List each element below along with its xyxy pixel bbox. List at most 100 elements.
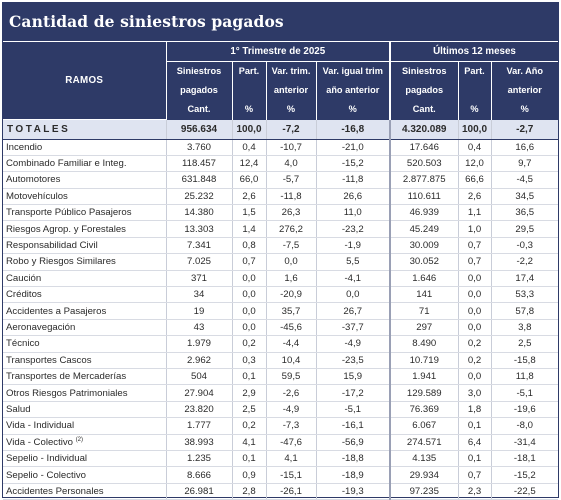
table-cell: 0,2 (231, 417, 266, 435)
report-title: Cantidad de siniestros pagados (3, 3, 558, 41)
table-cell: 2.877.875 (389, 171, 458, 189)
table-cell: 97.235 (389, 483, 458, 500)
table-cell: -8,0 (490, 417, 559, 435)
table-cell: -0,3 (490, 237, 559, 255)
table-row: Riesgos Agrop. y Forestales 13.303 1,4 276,… (3, 220, 559, 238)
row-label: Incendio (3, 139, 166, 156)
table-cell: 141 (389, 286, 458, 304)
table-cell: -37,7 (315, 319, 390, 337)
table-cell: 26,6 (315, 188, 390, 206)
totals-label: TOTALES (3, 118, 166, 140)
table-header: RAMOS 1° Trimestre de 2025 Últimos 12 me… (3, 42, 559, 120)
table-cell: -15,8 (490, 352, 559, 369)
row-label-text: Aeronavegación (6, 321, 76, 333)
table-cell: 9,7 (490, 155, 559, 173)
table-cell: 0,7 (457, 466, 491, 484)
table-cell: 66,0 (231, 171, 266, 189)
table-cell: 10.719 (389, 352, 458, 369)
table-cell: 1.646 (389, 270, 458, 288)
table-cell: 46.939 (389, 204, 458, 222)
table-cell: 0,1 (231, 368, 266, 386)
table-cell: 8.490 (389, 335, 458, 353)
table-cell: -10,7 (265, 139, 316, 156)
table-cell: -7,3 (265, 417, 316, 435)
table-row: Responsabilidad Civil 7.341 0,8 -7,5 -1,9 30.… (3, 237, 559, 255)
row-label-text: Sepelio - Individual (6, 453, 88, 465)
totals-cell: -16,8 (315, 118, 390, 140)
row-label-text: Transportes Cascos (6, 354, 92, 366)
table-cell: 10,4 (265, 352, 316, 369)
row-label: Accidentes Personales (3, 483, 166, 500)
table-cell: -1,9 (315, 237, 390, 255)
table-cell: -5,7 (265, 171, 316, 189)
table-row: Sepelio - Colectivo 8.666 0,9 -15,1 -18,9 29.… (3, 466, 559, 484)
column-header-line-3: Cant. (389, 99, 458, 119)
table-row: Sepelio - Individual 1.235 0,1 4,1 -18,8 4.13… (3, 450, 559, 468)
column-header-line-3: % (490, 99, 559, 119)
column-header-line-1: Siniestros (165, 61, 232, 81)
table-cell: -31,4 (490, 434, 559, 451)
row-label-text: Vida - Individual (6, 420, 75, 432)
table-cell: 15,9 (315, 368, 390, 386)
table-cell: -11,8 (315, 171, 390, 189)
table-cell: -2,2 (490, 253, 559, 271)
row-label-text: Sepelio - Colectivo (6, 469, 86, 481)
row-label: Salud (3, 401, 166, 419)
column-header-line-1: Var. Año (490, 61, 559, 81)
row-label-text: Automotores (6, 174, 61, 186)
table-cell: -4,4 (265, 335, 316, 353)
table-cell: -45,6 (265, 319, 316, 337)
column-header-line-1: Part. (231, 61, 266, 81)
table-cell: 7.341 (165, 237, 232, 255)
column-header-line-3: Cant. (165, 99, 232, 119)
table-row: Motovehículos 25.232 2,6 -11,8 26,6 110.611 2,… (3, 188, 559, 206)
table-cell: 0,2 (231, 335, 266, 353)
table-cell: 118.457 (165, 155, 232, 173)
table-cell: 631.848 (165, 171, 232, 189)
row-label: Sepelio - Colectivo (3, 466, 166, 484)
table-cell: 0,2 (457, 335, 491, 353)
table-cell: 76.369 (389, 401, 458, 419)
table-cell: 66,6 (457, 171, 491, 189)
row-label: Técnico (3, 335, 166, 353)
group-header-12-months: Últimos 12 meses (388, 42, 559, 62)
row-label: Otros Riesgos Patrimoniales (3, 384, 166, 402)
row-label: Aeronavegación (3, 319, 166, 337)
table-cell: 0,0 (231, 302, 266, 320)
table-cell: -19,3 (315, 483, 390, 500)
row-label-text: Motovehículos (6, 190, 68, 202)
row-label-text: Incendio (6, 141, 43, 153)
table-cell: -20,9 (265, 286, 316, 304)
table-cell: 57,8 (490, 302, 559, 320)
row-label-text: Transportes de Mercaderías (6, 371, 127, 383)
totals-cell: -2,7 (490, 118, 559, 140)
table-cell: -11,8 (265, 188, 316, 206)
table-cell: 6.067 (389, 417, 458, 435)
table-row: Accidentes Personales 26.981 2,8 -26,1 -19,3… (3, 483, 559, 500)
table-cell: 297 (389, 319, 458, 337)
table-cell: 17.646 (389, 139, 458, 156)
table-cell: -56,9 (315, 434, 390, 451)
table-cell: 29.934 (389, 466, 458, 484)
table-cell: -4,5 (490, 171, 559, 189)
column-header-line-3: % (265, 99, 316, 119)
table-cell: 0,1 (457, 450, 491, 468)
row-label: Créditos (3, 286, 166, 304)
row-label: Responsabilidad Civil (3, 237, 166, 255)
table-row: Otros Riesgos Patrimoniales 27.904 2,9 -2,6… (3, 384, 559, 402)
table-cell: 5,5 (315, 253, 390, 271)
table-cell: 7.025 (165, 253, 232, 271)
column-header-line-1: Var. igual trim (315, 61, 390, 81)
table-cell: 1,5 (231, 204, 266, 222)
table-cell: 35,7 (265, 302, 316, 320)
table-cell: 0,0 (457, 368, 491, 386)
table-cell: 6,4 (457, 434, 491, 451)
column-header-line-2: anterior (490, 80, 559, 100)
table-cell: 38.993 (165, 434, 232, 451)
table-cell: 36,5 (490, 204, 559, 222)
table-cell: 3,8 (490, 319, 559, 337)
table-cell: 1.777 (165, 417, 232, 435)
column-header-line-2: pagados (165, 80, 232, 100)
table-cell: -19,6 (490, 401, 559, 419)
column-header-line-1: Var. trim. (265, 61, 316, 81)
